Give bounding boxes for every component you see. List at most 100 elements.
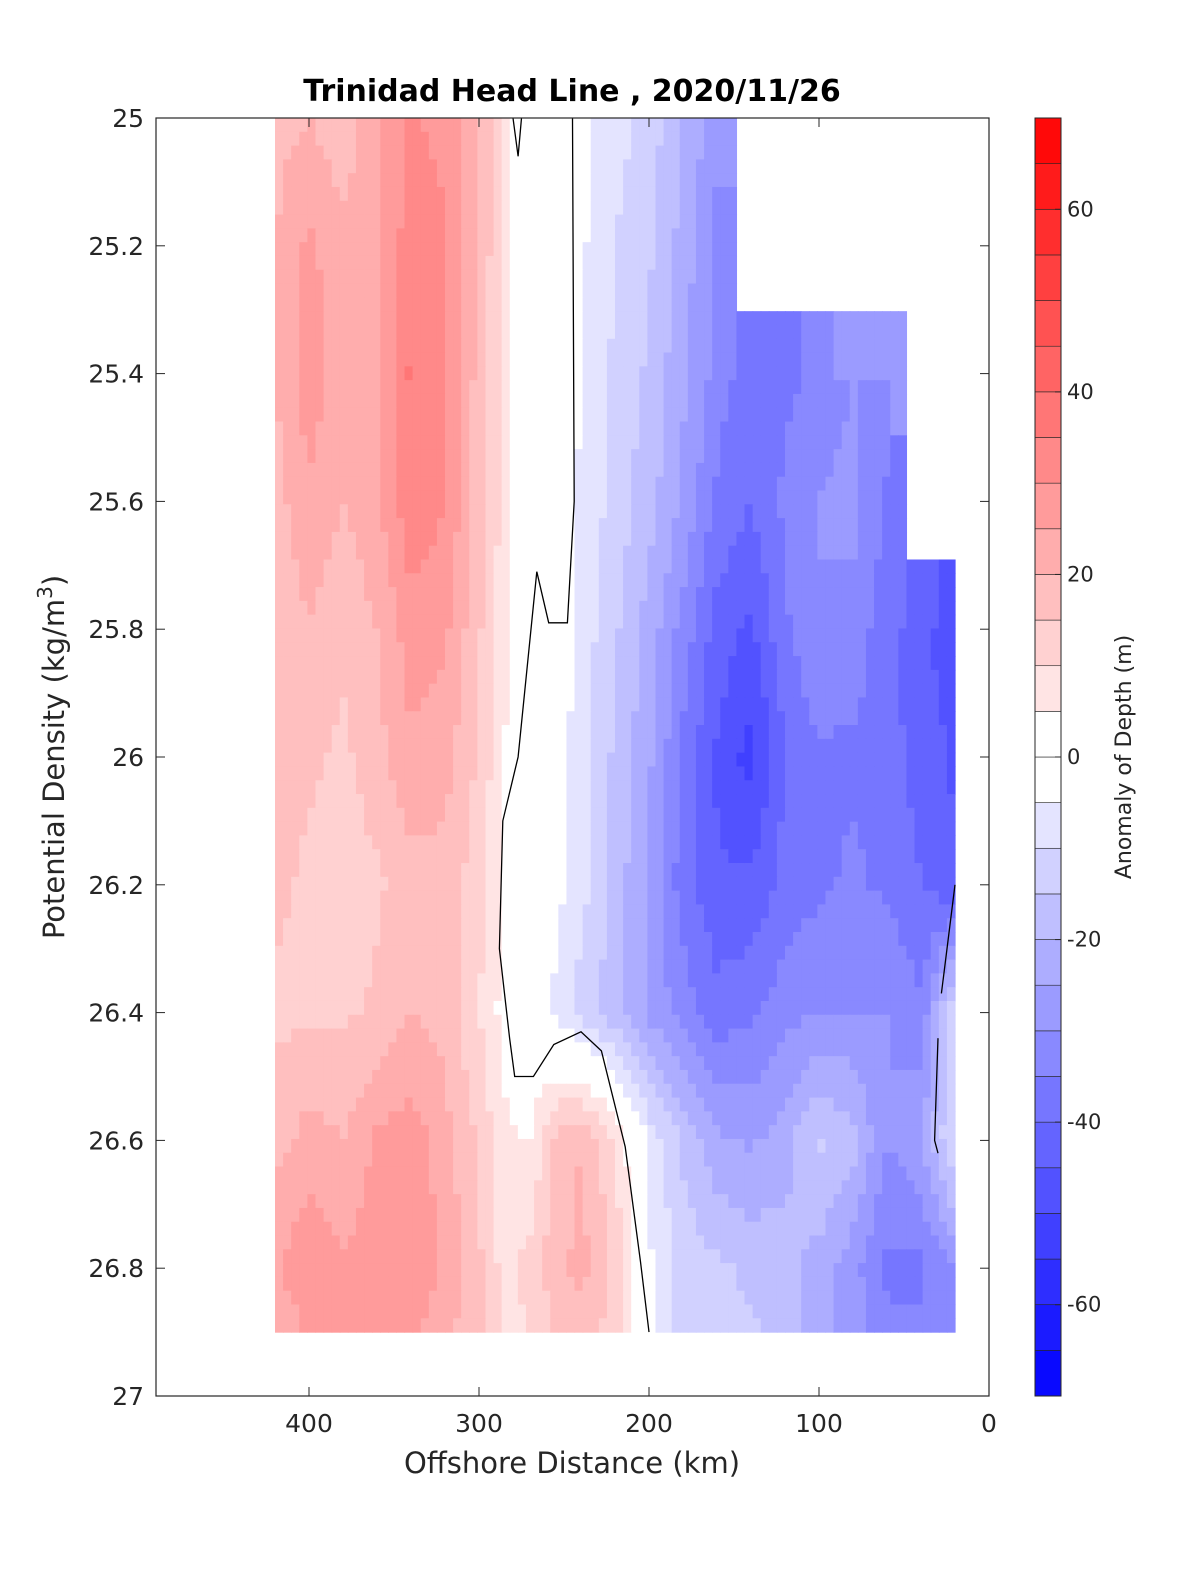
heatmap-cell bbox=[550, 573, 559, 588]
heatmap-cell bbox=[639, 214, 648, 229]
heatmap-cell bbox=[525, 863, 535, 878]
heatmap-cell bbox=[631, 214, 640, 229]
heatmap-cell bbox=[582, 987, 592, 1002]
heatmap-cell bbox=[849, 987, 859, 1002]
heatmap-cell bbox=[428, 200, 438, 216]
heatmap-cell bbox=[606, 462, 616, 478]
heatmap-cell bbox=[436, 228, 446, 243]
heatmap-cell bbox=[801, 587, 810, 602]
heatmap-cell bbox=[874, 311, 883, 326]
heatmap-cell bbox=[485, 173, 495, 188]
heatmap-cell bbox=[639, 890, 648, 906]
heatmap-cell bbox=[874, 738, 883, 754]
heatmap-cell bbox=[736, 311, 746, 326]
heatmap-cell bbox=[598, 973, 608, 988]
heatmap-cell bbox=[825, 587, 835, 602]
heatmap-cell bbox=[728, 421, 738, 436]
heatmap-cell bbox=[445, 794, 454, 809]
heatmap-cell bbox=[380, 214, 389, 229]
heatmap-cell bbox=[372, 269, 381, 285]
heatmap-cell bbox=[445, 683, 454, 699]
heatmap-cell bbox=[898, 752, 908, 768]
heatmap-cell bbox=[331, 131, 341, 147]
heatmap-cell bbox=[728, 531, 738, 547]
heatmap-cell bbox=[598, 531, 608, 547]
heatmap-cell bbox=[283, 945, 292, 961]
heatmap-cell bbox=[291, 587, 300, 602]
heatmap-cell bbox=[849, 890, 859, 906]
heatmap-cell bbox=[477, 145, 487, 160]
heatmap-cell bbox=[517, 283, 527, 298]
heatmap-cell bbox=[380, 600, 389, 616]
heatmap-cell bbox=[469, 890, 478, 906]
heatmap-cell bbox=[388, 531, 398, 547]
heatmap-cell bbox=[825, 725, 835, 740]
heatmap-cell bbox=[485, 780, 495, 795]
heatmap-cell bbox=[477, 766, 487, 781]
heatmap-cell bbox=[315, 131, 325, 147]
heatmap-cell bbox=[315, 683, 325, 699]
heatmap-cell bbox=[671, 380, 681, 395]
heatmap-cell bbox=[299, 118, 308, 133]
heatmap-cell bbox=[712, 932, 721, 947]
heatmap-cell bbox=[291, 380, 300, 395]
heatmap-cell bbox=[323, 766, 333, 781]
heatmap-cell bbox=[331, 380, 341, 395]
heatmap-cell bbox=[590, 683, 600, 699]
heatmap-cell bbox=[663, 449, 673, 464]
heatmap-cell bbox=[331, 780, 341, 795]
heatmap-cell bbox=[339, 1000, 349, 1016]
heatmap-cell bbox=[428, 876, 438, 892]
heatmap-cell bbox=[445, 835, 454, 850]
heatmap-cell bbox=[615, 973, 624, 988]
heatmap-cell bbox=[615, 504, 624, 519]
heatmap-cell bbox=[752, 918, 762, 933]
heatmap-cell bbox=[525, 973, 535, 988]
heatmap-cell bbox=[687, 973, 697, 988]
heatmap-cell bbox=[728, 476, 738, 492]
heatmap-cell bbox=[291, 159, 300, 174]
heatmap-cell bbox=[712, 407, 721, 423]
heatmap-cell bbox=[404, 794, 414, 809]
heatmap-cell bbox=[679, 255, 689, 271]
heatmap-cell bbox=[946, 987, 956, 1002]
heatmap-cell bbox=[598, 159, 608, 174]
heatmap-cell bbox=[275, 807, 284, 823]
heatmap-cell bbox=[906, 669, 916, 685]
heatmap-cell bbox=[364, 656, 373, 671]
heatmap-cell bbox=[841, 794, 851, 809]
heatmap-cell bbox=[598, 435, 608, 450]
heatmap-cell bbox=[663, 876, 673, 892]
heatmap-cell bbox=[347, 504, 357, 519]
heatmap-cell bbox=[793, 614, 802, 630]
heatmap-cell bbox=[720, 669, 729, 685]
heatmap-cell bbox=[663, 738, 673, 754]
heatmap-cell bbox=[606, 173, 616, 188]
heatmap-cell bbox=[436, 435, 446, 450]
heatmap-cell bbox=[501, 876, 511, 892]
heatmap-cell bbox=[558, 297, 568, 312]
heatmap-cell bbox=[590, 131, 600, 147]
heatmap-cell bbox=[744, 821, 754, 837]
heatmap-cell bbox=[493, 490, 503, 505]
heatmap-cell bbox=[283, 987, 292, 1002]
heatmap-cell bbox=[509, 200, 519, 216]
heatmap-cell bbox=[453, 600, 462, 616]
heatmap-cell bbox=[744, 531, 754, 547]
heatmap-cell bbox=[704, 918, 713, 933]
heatmap-cell bbox=[833, 807, 843, 823]
heatmap-cell bbox=[744, 807, 754, 823]
heatmap-cell bbox=[671, 697, 681, 712]
heatmap-cell bbox=[647, 932, 657, 947]
heatmap-cell bbox=[291, 269, 300, 285]
heatmap-cell bbox=[331, 1000, 341, 1016]
heatmap-cell bbox=[785, 545, 794, 561]
heatmap-cell bbox=[655, 186, 665, 202]
heatmap-cell bbox=[922, 711, 932, 726]
heatmap-cell bbox=[566, 283, 576, 298]
heatmap-cell bbox=[445, 531, 454, 547]
heatmap-cell bbox=[469, 600, 478, 616]
heatmap-cell bbox=[639, 283, 648, 298]
heatmap-cell bbox=[299, 531, 308, 547]
heatmap-cell bbox=[857, 600, 867, 616]
